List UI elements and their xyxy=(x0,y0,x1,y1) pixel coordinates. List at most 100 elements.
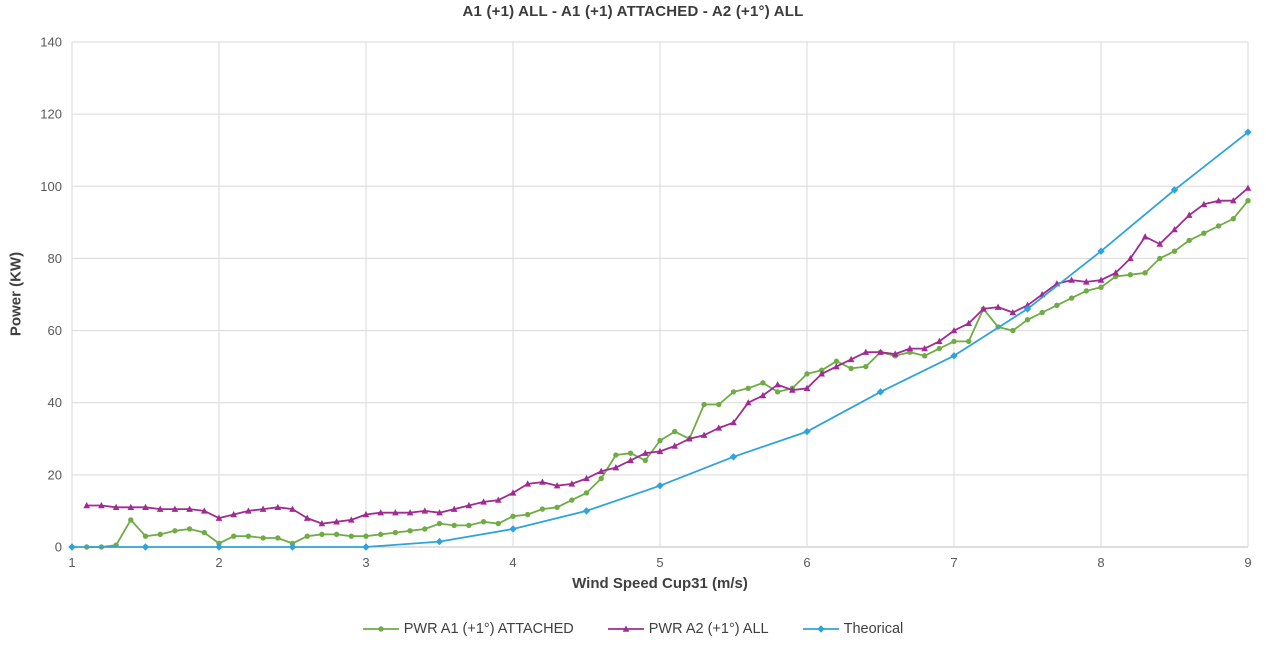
data-point-marker xyxy=(1170,186,1179,194)
data-point-marker xyxy=(318,519,326,527)
data-point-marker xyxy=(877,348,884,355)
data-point-marker xyxy=(1215,223,1222,229)
data-point-marker xyxy=(1215,197,1222,204)
legend-label: PWR A2 (+1°) ALL xyxy=(648,621,769,637)
data-point-marker xyxy=(1097,276,1105,283)
data-point-marker xyxy=(215,514,223,521)
data-point-marker xyxy=(480,519,487,525)
x-tick-label: 6 xyxy=(803,555,810,570)
data-point-marker xyxy=(657,437,663,444)
data-point-marker xyxy=(876,388,885,396)
data-point-marker xyxy=(583,474,590,482)
x-tick-label: 8 xyxy=(1097,555,1104,570)
data-point-marker xyxy=(539,506,546,512)
data-point-marker xyxy=(392,529,399,536)
data-point-marker xyxy=(407,528,413,534)
data-point-marker xyxy=(421,507,429,514)
data-point-marker xyxy=(1185,211,1193,218)
data-point-marker xyxy=(275,535,281,541)
data-point-marker xyxy=(377,509,384,516)
x-tick-label: 4 xyxy=(509,555,516,570)
data-point-marker xyxy=(568,480,576,487)
data-point-marker xyxy=(1244,128,1252,136)
data-point-marker xyxy=(819,367,825,373)
series-line-0 xyxy=(86,200,1249,548)
data-point-marker xyxy=(1127,254,1134,262)
data-point-marker xyxy=(362,543,370,551)
data-point-marker xyxy=(1142,270,1148,276)
data-point-marker xyxy=(333,531,340,538)
data-point-marker xyxy=(730,418,737,426)
data-point-marker xyxy=(466,522,472,529)
data-point-marker xyxy=(1230,216,1237,222)
data-point-marker xyxy=(716,401,722,408)
x-tick-label: 7 xyxy=(950,555,957,570)
data-point-marker xyxy=(569,497,575,503)
data-point-marker xyxy=(186,526,193,532)
data-point-marker xyxy=(774,389,781,395)
data-point-marker xyxy=(436,520,443,527)
y-tick-label: 120 xyxy=(40,107,62,122)
data-point-marker xyxy=(789,386,796,393)
data-point-marker xyxy=(965,319,972,327)
x-tick-label: 3 xyxy=(362,555,369,570)
data-point-marker xyxy=(245,533,252,539)
data-point-marker xyxy=(1083,278,1090,285)
data-point-marker xyxy=(622,625,630,632)
y-tick-label: 140 xyxy=(40,35,62,50)
data-point-marker xyxy=(950,326,958,334)
data-point-marker xyxy=(1186,237,1192,244)
data-point-marker xyxy=(700,431,708,438)
data-point-marker xyxy=(642,457,648,464)
data-point-marker xyxy=(128,517,134,523)
data-point-marker xyxy=(1141,233,1149,240)
data-point-marker xyxy=(906,345,914,352)
data-point-marker xyxy=(348,533,354,539)
data-point-marker xyxy=(612,464,620,471)
data-point-marker xyxy=(156,505,164,512)
data-point-marker xyxy=(245,507,252,514)
data-point-marker xyxy=(333,518,340,525)
data-point-marker xyxy=(83,501,90,509)
y-axis-label: Power (KW) xyxy=(7,251,25,337)
data-point-marker xyxy=(1127,271,1134,278)
data-point-marker xyxy=(509,525,517,533)
data-point-marker xyxy=(1200,200,1208,208)
data-point-marker xyxy=(1039,309,1045,316)
data-point-marker xyxy=(172,528,178,534)
data-point-marker xyxy=(833,358,840,364)
data-point-marker xyxy=(1171,225,1178,233)
chart-title: A1 (+1) ALL - A1 (+1) ATTACHED - A2 (+1°… xyxy=(462,3,804,20)
x-tick-label: 9 xyxy=(1244,555,1251,570)
data-point-marker xyxy=(171,505,179,512)
legend-label: Theorical xyxy=(843,621,904,637)
data-point-marker xyxy=(686,435,693,442)
data-point-marker xyxy=(759,391,767,399)
legend-marker-icon xyxy=(362,626,399,632)
legend-label: PWR A1 (+1°) ATTACHED xyxy=(403,621,574,637)
data-point-marker xyxy=(966,338,972,345)
y-tick-label: 20 xyxy=(48,467,62,482)
data-point-marker xyxy=(774,381,781,388)
data-point-marker xyxy=(259,505,267,512)
data-point-marker xyxy=(1023,305,1032,313)
data-point-marker xyxy=(201,507,208,514)
data-point-marker xyxy=(112,503,120,511)
x-axis-label: Wind Speed Cup31 (m/s) xyxy=(572,575,748,592)
data-point-marker xyxy=(891,350,899,357)
data-point-marker xyxy=(1097,247,1105,255)
data-point-marker xyxy=(303,514,311,521)
y-tick-label: 60 xyxy=(48,323,62,338)
data-point-marker xyxy=(435,537,444,546)
data-point-marker xyxy=(1156,240,1164,247)
data-point-marker xyxy=(553,482,561,489)
data-point-marker xyxy=(450,505,458,512)
data-point-marker xyxy=(671,442,678,449)
data-point-marker xyxy=(525,511,531,518)
legend-marker-icon xyxy=(607,625,644,632)
data-point-marker xyxy=(598,475,604,482)
data-point-marker xyxy=(142,533,149,539)
data-point-marker xyxy=(1201,230,1207,236)
data-point-marker xyxy=(1068,276,1075,283)
